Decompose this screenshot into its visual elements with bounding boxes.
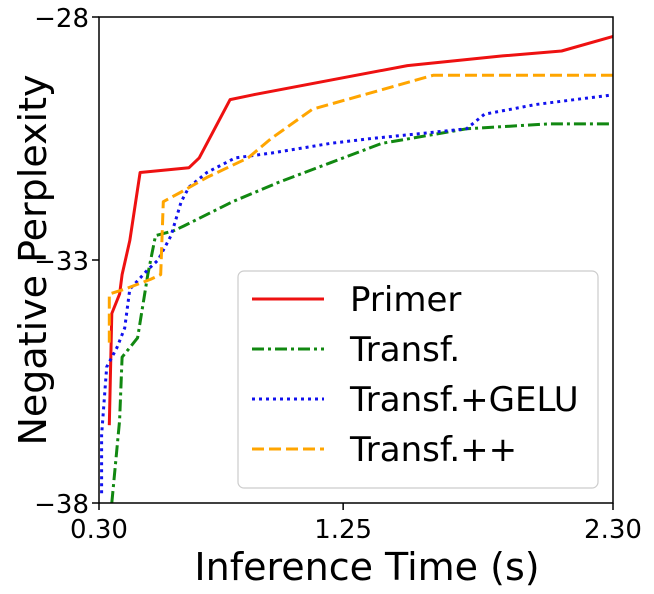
x-axis-label: Inference Time (s) xyxy=(194,545,539,589)
legend-label-0: Primer xyxy=(350,280,461,320)
y-tick-label: −28 xyxy=(34,4,89,34)
y-axis-label: Negative Perplexity xyxy=(11,74,55,445)
y-tick-label: −33 xyxy=(34,247,89,277)
series-layer xyxy=(100,34,614,504)
series-line-3 xyxy=(107,73,613,343)
x-tick-label: 0.30 xyxy=(70,515,128,545)
axes-layer: 0.30 1.25 2.30 −28 −33 −38 xyxy=(34,4,642,545)
legend-label-1: Transf. xyxy=(349,330,460,370)
x-tick-label: 1.25 xyxy=(314,515,372,545)
legend-label-2: Transf.+GELU xyxy=(349,380,579,420)
series-line-1 xyxy=(110,122,613,504)
x-tick-label: 2.30 xyxy=(584,515,642,545)
series-line-2 xyxy=(100,93,614,494)
legend-frame xyxy=(237,270,599,489)
legend: Primer Transf. Transf.+GELU Transf.++ xyxy=(237,270,599,489)
legend-label-3: Transf.++ xyxy=(349,430,517,470)
y-tick-label: −38 xyxy=(34,490,89,520)
